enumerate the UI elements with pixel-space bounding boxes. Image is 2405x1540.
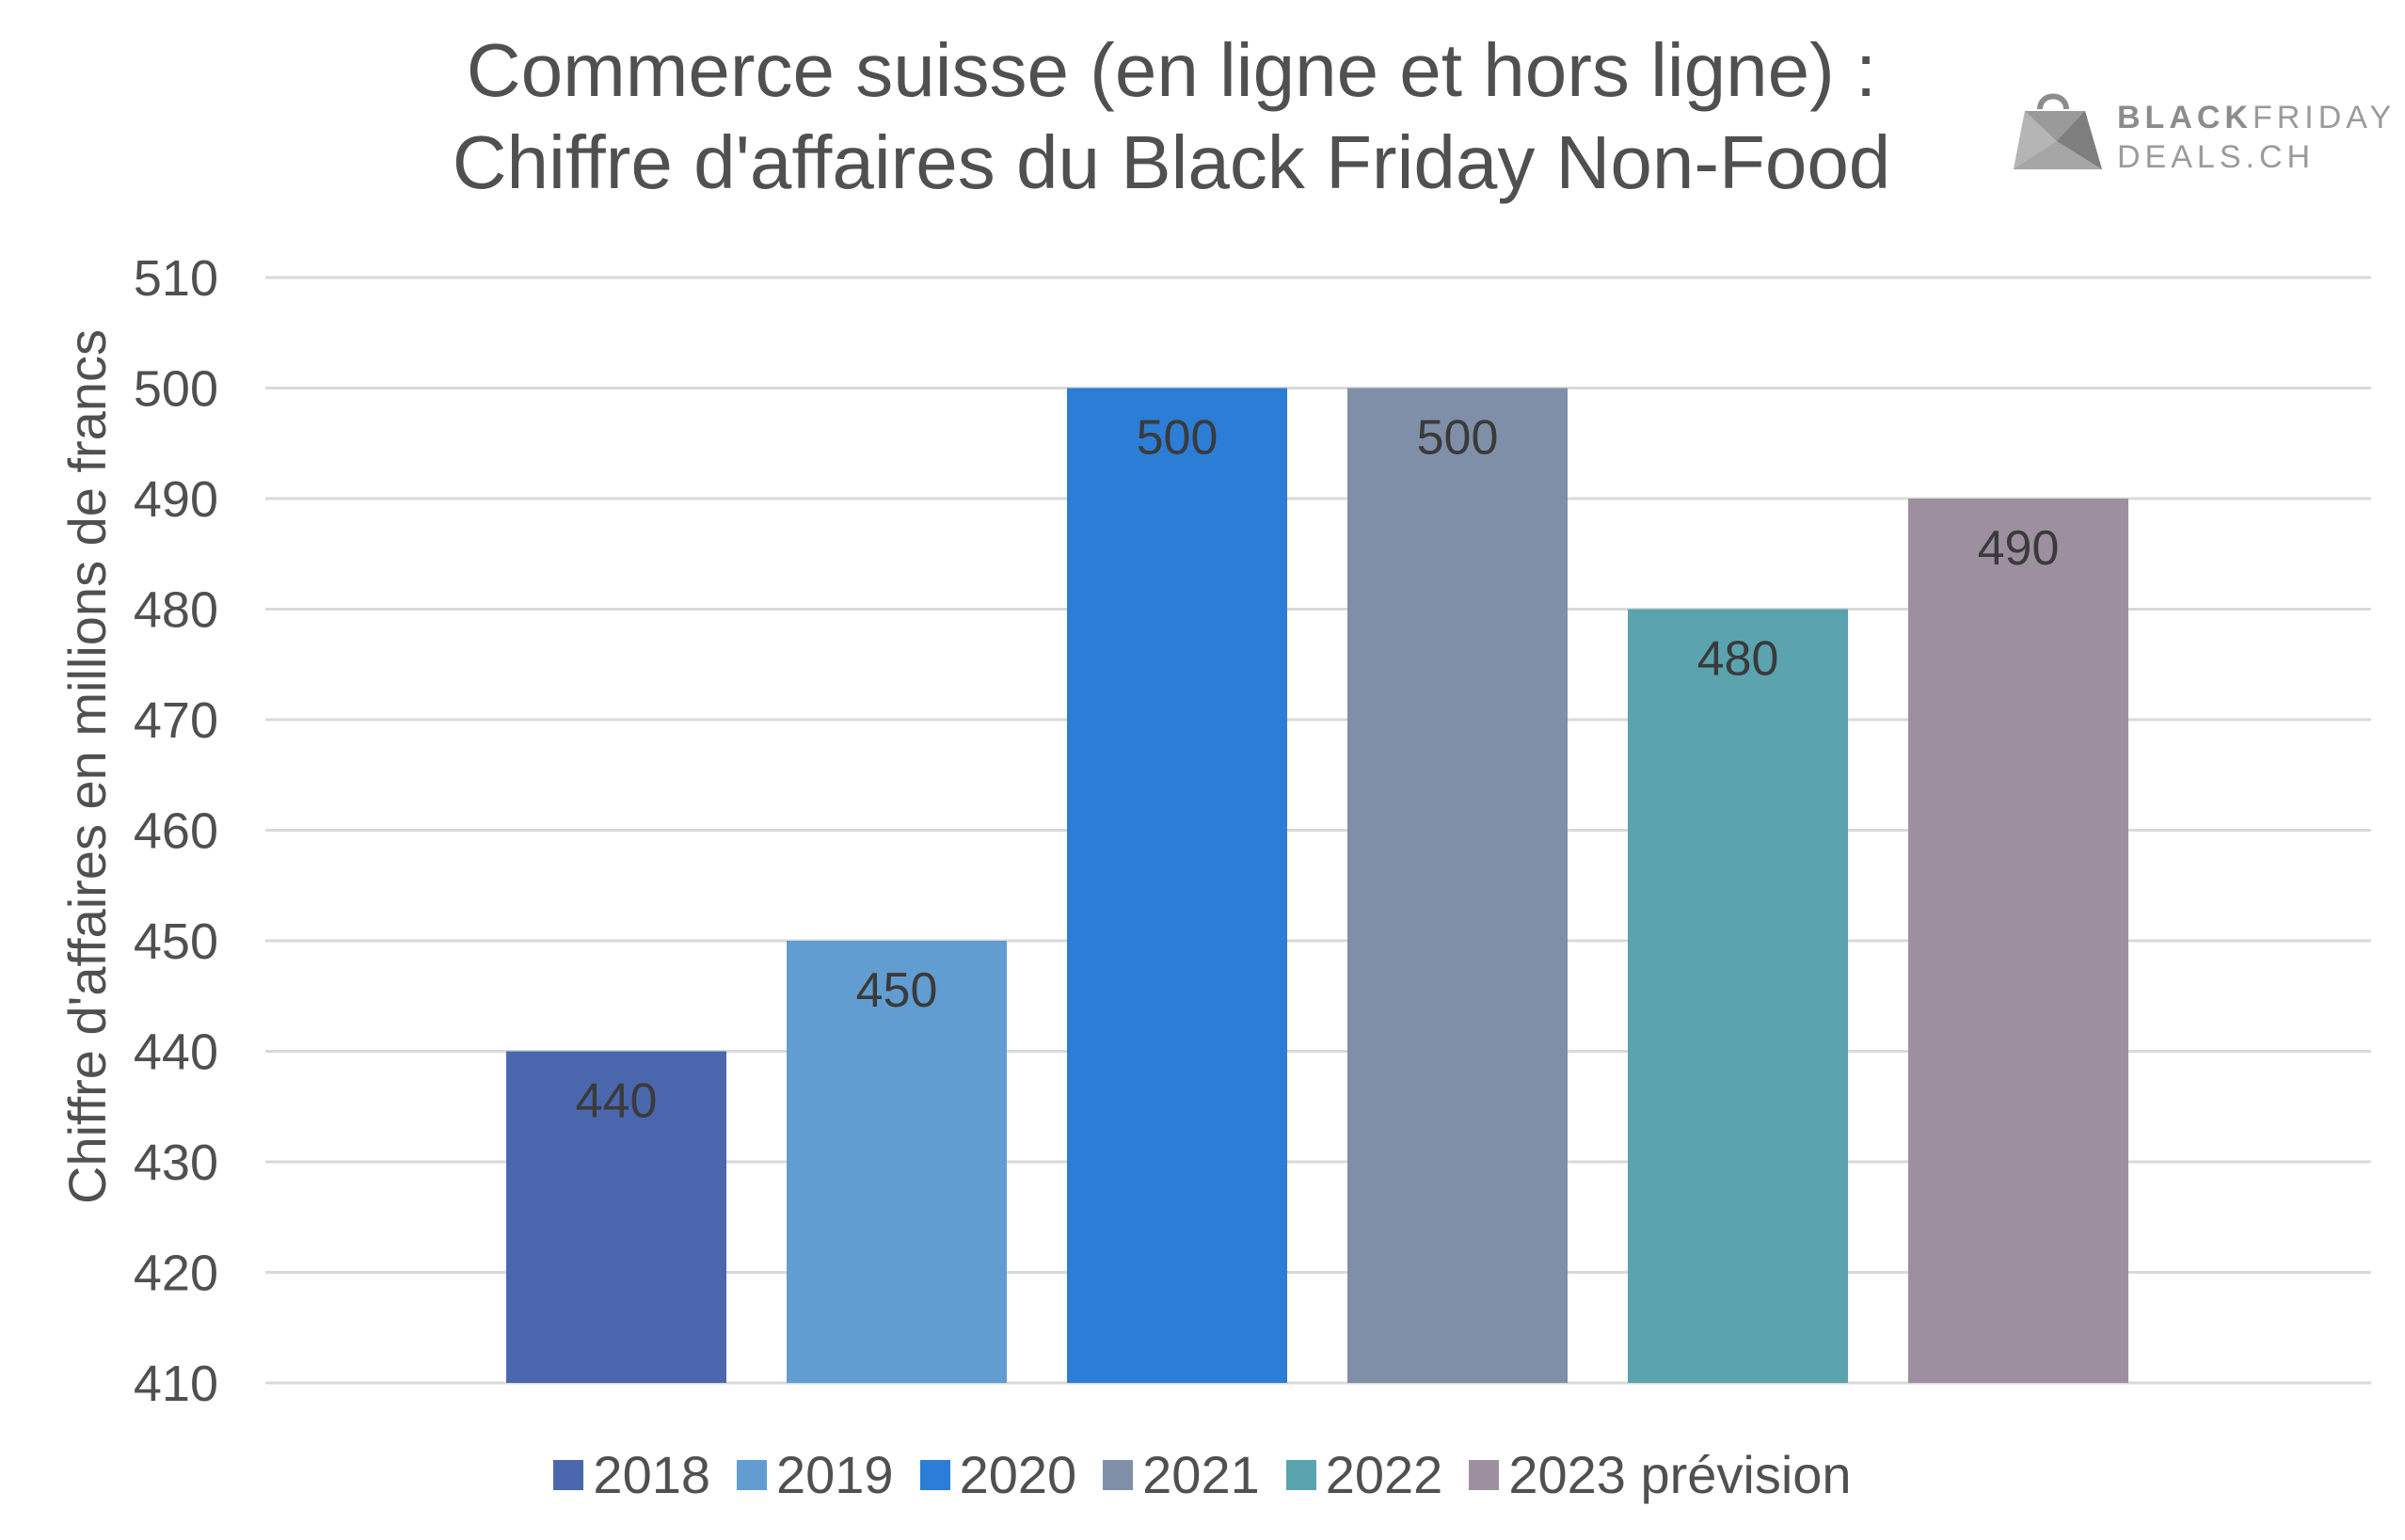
y-tick-label: 460 [134, 803, 218, 860]
brand-word-friday: FRIDAY [2252, 100, 2397, 135]
data-label: 500 [1417, 411, 1499, 466]
bar-2019 [787, 941, 1007, 1383]
y-tick-label: 500 [134, 361, 218, 418]
y-axis-label: Chiffre d'affaires en millions de francs [57, 329, 117, 1204]
y-tick-label: 410 [134, 1356, 218, 1412]
data-label: 480 [1697, 632, 1779, 687]
y-tick-label: 420 [134, 1246, 218, 1302]
legend-label: 2021 [1142, 1444, 1260, 1504]
y-tick-labels: 410 420 430 440 450 460 470 480 490 500 510 [134, 250, 218, 1412]
legend-swatch [737, 1459, 767, 1490]
legend-item: 2018 [553, 1444, 710, 1505]
y-tick-label: 480 [134, 582, 218, 639]
legend-label: 2018 [593, 1444, 710, 1504]
legend-item: 2019 [737, 1444, 894, 1505]
legend-swatch [553, 1459, 584, 1490]
chart-title-line-2: Chiffre d'affaires du Black Friday Non-F… [452, 120, 1891, 204]
bar-2018 [506, 1051, 726, 1383]
legend-swatch [1103, 1459, 1134, 1490]
legend-item: 2022 [1285, 1444, 1443, 1505]
legend-item: 2020 [919, 1444, 1077, 1505]
legend-label: 2023 prévision [1508, 1444, 1852, 1504]
chart-title-line-1: Commerce suisse (en ligne et hors ligne)… [466, 28, 1877, 112]
chart-title: Commerce suisse (en ligne et hors ligne)… [0, 24, 2343, 209]
legend-swatch [1469, 1459, 1500, 1490]
legend-label: 2020 [959, 1444, 1077, 1504]
y-tick-label: 440 [134, 1024, 218, 1081]
y-tick-label: 450 [134, 913, 218, 970]
legend-label: 2019 [776, 1444, 894, 1504]
legend-item: 2023 prévision [1469, 1444, 1852, 1505]
legend: 2018 2019 2020 2021 2022 2023 prévision [0, 1439, 2405, 1515]
legend-item: 2021 [1103, 1444, 1260, 1505]
data-labels: 440 450 500 500 480 490 [576, 411, 2060, 1129]
legend-label: 2022 [1325, 1444, 1443, 1504]
data-label: 450 [856, 963, 938, 1018]
brand-word-black: BLACK [2117, 100, 2253, 135]
brand-logo: BLACKFRIDAY DEALS.CH [2012, 83, 2391, 177]
brand-logo-text: BLACKFRIDAY DEALS.CH [2117, 98, 2396, 177]
shopping-bag-icon [2014, 93, 2102, 169]
bars [506, 388, 2128, 1383]
bar-2023-prévision [1908, 499, 2128, 1383]
data-label: 440 [576, 1074, 658, 1129]
y-tick-label: 470 [134, 692, 218, 749]
data-label: 490 [1978, 521, 2060, 576]
data-label: 500 [1137, 411, 1218, 466]
legend-swatch [1285, 1459, 1316, 1490]
bar-2022 [1628, 609, 1848, 1383]
legend-swatch [919, 1459, 950, 1490]
y-tick-label: 430 [134, 1135, 218, 1191]
brand-word-deals: DEALS.CH [2117, 139, 2316, 175]
bar-2021 [1347, 388, 1568, 1383]
bar-2020 [1067, 388, 1287, 1383]
y-tick-label: 510 [134, 250, 218, 307]
y-tick-label: 490 [134, 471, 218, 528]
